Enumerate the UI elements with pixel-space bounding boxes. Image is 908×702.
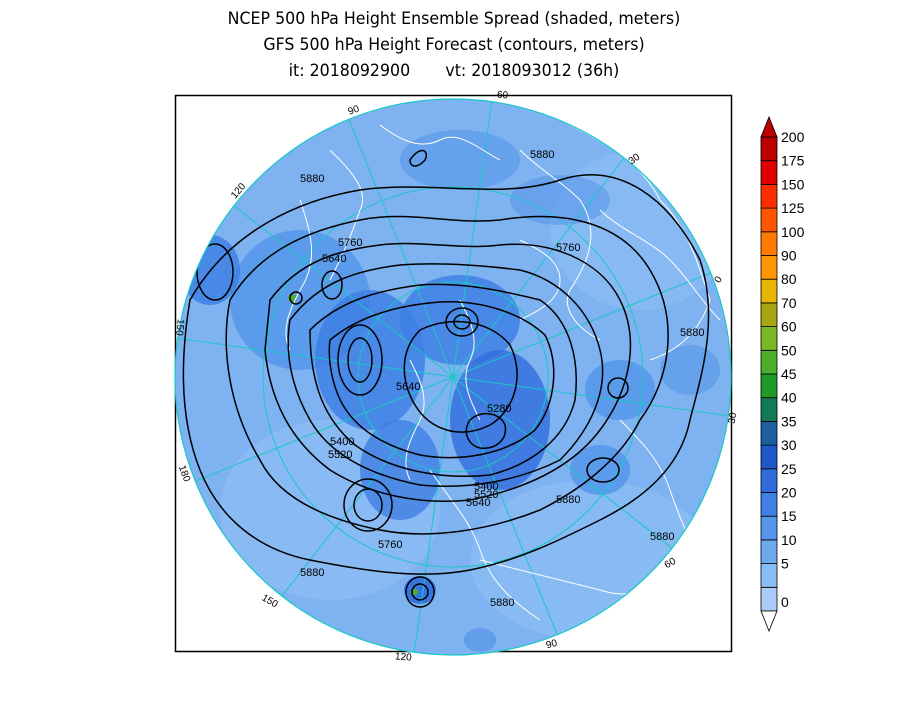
lon-label: 60 bbox=[496, 89, 508, 101]
contour-label: 5640 bbox=[466, 497, 490, 509]
contour-label: 5280 bbox=[487, 403, 511, 415]
colorbar-label: 35 bbox=[781, 413, 797, 429]
contour-label: 5760 bbox=[378, 539, 402, 551]
meridian-line bbox=[452, 376, 690, 563]
colorbar-label: 80 bbox=[781, 271, 797, 287]
contour-label: 5520 bbox=[474, 489, 498, 501]
meridian-line bbox=[452, 99, 496, 378]
contour-label: 5880 bbox=[300, 567, 324, 579]
meridian-line bbox=[216, 191, 454, 378]
height-contours bbox=[182, 149, 710, 608]
colorbar-swatch bbox=[760, 302, 778, 327]
colorbar-label: 40 bbox=[781, 390, 797, 406]
lon-label: -30 bbox=[726, 411, 739, 428]
colorbar-label: 0 bbox=[781, 594, 789, 610]
colorbar-swatch bbox=[760, 444, 778, 470]
meridian-line bbox=[340, 99, 454, 378]
contour-label: 5880 bbox=[530, 149, 554, 161]
colorbar-label: 25 bbox=[781, 461, 797, 477]
contour-label: 5880 bbox=[556, 494, 580, 506]
meridian-line bbox=[410, 376, 454, 655]
colorbar-swatch bbox=[760, 255, 778, 280]
colorbar-swatch bbox=[760, 563, 778, 588]
title-line-3: it: 2018092900 vt: 2018093012 (36h) bbox=[288, 61, 620, 81]
colorbar-label: 60 bbox=[781, 319, 797, 335]
contour-label: 5880 bbox=[300, 173, 324, 185]
lon-label: 90 bbox=[347, 103, 362, 117]
colorbar-swatch bbox=[760, 539, 778, 565]
meridian-line bbox=[452, 264, 731, 378]
colorbar-label: 45 bbox=[781, 366, 797, 382]
colorbar-max-triangle bbox=[760, 115, 778, 138]
contour-label: 5880 bbox=[650, 531, 674, 543]
meridian-line bbox=[175, 376, 454, 490]
contour-label: 5760 bbox=[556, 242, 580, 254]
contour-label: 5880 bbox=[680, 327, 704, 339]
lon-label: 0 bbox=[713, 274, 726, 285]
colorbar-swatch bbox=[760, 160, 778, 185]
colorbar-swatch bbox=[760, 586, 778, 612]
map-disc-edge bbox=[174, 98, 732, 656]
contour-label: 5400 bbox=[474, 481, 498, 493]
colorbar-swatch bbox=[760, 207, 778, 233]
colorbar-label: 90 bbox=[781, 248, 797, 264]
latitude-circle bbox=[262, 186, 644, 568]
meridian-line bbox=[452, 376, 731, 420]
colorbar-swatch bbox=[760, 326, 778, 351]
graticule bbox=[175, 99, 731, 655]
colorbar-label: 50 bbox=[781, 342, 797, 358]
contour-label: 5760 bbox=[338, 237, 362, 249]
colorbar-swatch bbox=[760, 136, 778, 162]
polar-map: 5880 5880 5760 5640 5760 5880 5640 5400 … bbox=[173, 89, 739, 663]
colorbar-swatch bbox=[760, 278, 778, 304]
colorbar-label: 100 bbox=[781, 224, 805, 240]
contour-label: 5520 bbox=[328, 449, 352, 461]
colorbar-swatch bbox=[760, 349, 778, 375]
colorbar-swatch bbox=[760, 515, 778, 541]
contour-label: 5880 bbox=[490, 597, 514, 609]
colorbar-label: 125 bbox=[781, 200, 805, 216]
contour-label: 5640 bbox=[322, 253, 346, 265]
lon-label: 120 bbox=[395, 651, 413, 663]
latitude-circle bbox=[357, 281, 549, 473]
title-line-2: GFS 500 hPa Height Forecast (contours, m… bbox=[263, 35, 645, 55]
colorbar-swatch bbox=[760, 231, 778, 256]
colorbar-label: 10 bbox=[781, 532, 797, 548]
colorbar-label: 20 bbox=[781, 485, 797, 501]
colorbar-label: 150 bbox=[781, 176, 805, 192]
colorbar-min-triangle bbox=[760, 610, 778, 633]
colorbar-label: 5 bbox=[781, 556, 789, 572]
colorbar-swatch bbox=[760, 492, 778, 517]
meridian-line bbox=[267, 376, 454, 614]
title-block: NCEP 500 hPa Height Ensemble Spread (sha… bbox=[0, 6, 908, 84]
colorbar-swatch bbox=[760, 183, 778, 209]
colorbar-label: 175 bbox=[781, 153, 805, 169]
contour-label: 5400 bbox=[330, 436, 354, 448]
colorbar-label: 70 bbox=[781, 295, 797, 311]
meridian-line bbox=[452, 376, 566, 655]
colorbar-swatch bbox=[760, 468, 778, 493]
lon-label: 90 bbox=[545, 638, 559, 652]
colorbar-swatch bbox=[760, 373, 778, 399]
title-line-1: NCEP 500 hPa Height Ensemble Spread (sha… bbox=[227, 9, 681, 29]
contour-labels: 5880 5880 5760 5640 5760 5880 5640 5400 … bbox=[300, 149, 704, 609]
colorbar-label: 200 bbox=[781, 129, 805, 145]
colorbar-label: 15 bbox=[781, 508, 797, 524]
colorbar-swatch bbox=[760, 420, 778, 446]
colorbar: 0 5 10 15 20 25 30 35 40 45 50 60 70 80 90 100 125 150 175… bbox=[760, 115, 805, 633]
contour-label: 5640 bbox=[396, 381, 420, 393]
lon-label: 150 bbox=[173, 319, 185, 337]
colorbar-label: 30 bbox=[781, 437, 797, 453]
meridian-line bbox=[452, 140, 639, 378]
colorbar-swatch bbox=[760, 397, 778, 422]
meridian-line bbox=[175, 334, 454, 378]
lon-label: 60 bbox=[663, 556, 679, 571]
